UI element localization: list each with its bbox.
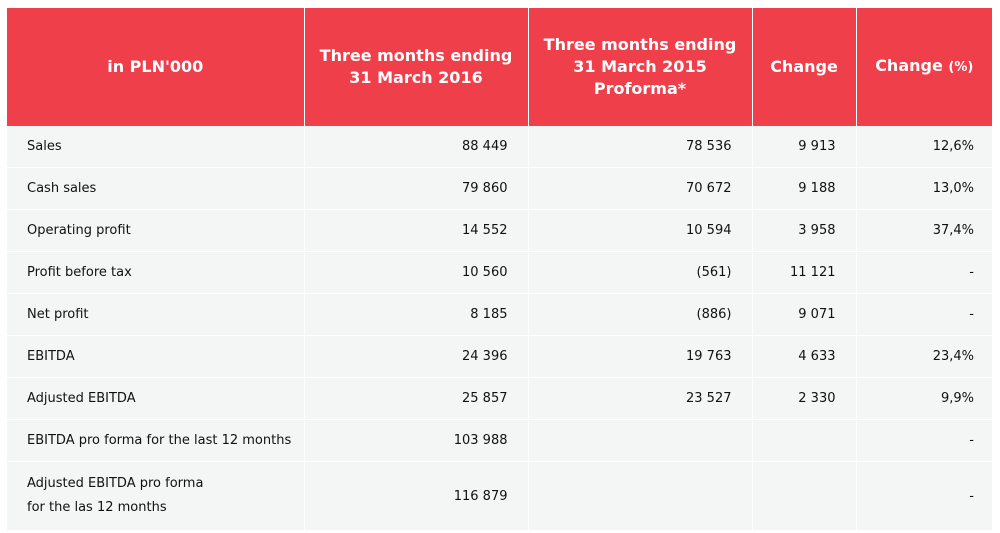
- cell-change: 9 071: [751, 293, 857, 336]
- cell-change-percent: 13,0%: [855, 167, 992, 210]
- cell-q1-2015: [527, 419, 753, 462]
- table-header-row: in PLN'000 Three months ending 31 March …: [7, 8, 992, 126]
- cell-change: 3 958: [751, 209, 857, 252]
- cell-q1-2015: 23 527: [527, 377, 753, 420]
- cell-q1-2015: [527, 461, 753, 531]
- cell-change: 11 121: [751, 251, 857, 294]
- cell-q1-2016: 14 552: [303, 209, 529, 252]
- table-row: Adjusted EBITDA 25 857 23 527 2 330 9,9%: [7, 377, 992, 420]
- cell-q1-2015: 70 672: [527, 167, 753, 210]
- header-unit: in PLN'000: [7, 8, 305, 126]
- cell-q1-2015: 10 594: [527, 209, 753, 252]
- cell-q1-2016: 88 449: [303, 126, 529, 168]
- cell-q1-2016: 79 860: [303, 167, 529, 210]
- row-label: Adjusted EBITDA: [7, 377, 305, 420]
- financial-results-table: in PLN'000 Three months ending 31 March …: [7, 8, 992, 531]
- cell-change-percent: -: [855, 293, 992, 336]
- cell-q1-2016: 10 560: [303, 251, 529, 294]
- cell-change-percent: 23,4%: [855, 335, 992, 378]
- cell-change: [751, 461, 857, 531]
- cell-q1-2016: 25 857: [303, 377, 529, 420]
- cell-change-percent: 9,9%: [855, 377, 992, 420]
- header-q1-2016: Three months ending 31 March 2016: [303, 8, 529, 126]
- cell-change-percent: -: [855, 461, 992, 531]
- cell-q1-2016: 103 988: [303, 419, 529, 462]
- cell-change-percent: -: [855, 251, 992, 294]
- table-row: Net profit 8 185 (886) 9 071 -: [7, 293, 992, 336]
- cell-change: [751, 419, 857, 462]
- cell-change: 2 330: [751, 377, 857, 420]
- financial-table-container: in PLN'000 Three months ending 31 March …: [7, 8, 992, 531]
- row-label: Sales: [7, 126, 305, 168]
- table-row: EBITDA pro forma for the last 12 months …: [7, 419, 992, 462]
- row-label: Cash sales: [7, 167, 305, 210]
- cell-change: 4 633: [751, 335, 857, 378]
- cell-q1-2015: (886): [527, 293, 753, 336]
- table-row: Operating profit 14 552 10 594 3 958 37,…: [7, 209, 992, 252]
- cell-change: 9 188: [751, 167, 857, 210]
- row-label: Operating profit: [7, 209, 305, 252]
- row-label: Profit before tax: [7, 251, 305, 294]
- cell-q1-2016: 24 396: [303, 335, 529, 378]
- table-row: Adjusted EBITDA pro forma for the las 12…: [7, 461, 992, 531]
- cell-change-percent: -: [855, 419, 992, 462]
- cell-q1-2015: 78 536: [527, 126, 753, 168]
- cell-change-percent: 37,4%: [855, 209, 992, 252]
- header-change-percent: Change (%): [855, 8, 992, 126]
- header-q1-2015-proforma: Three months ending 31 March 2015 Profor…: [527, 8, 753, 126]
- table-row: Cash sales 79 860 70 672 9 188 13,0%: [7, 167, 992, 210]
- cell-change: 9 913: [751, 126, 857, 168]
- cell-q1-2016: 116 879: [303, 461, 529, 531]
- cell-q1-2016: 8 185: [303, 293, 529, 336]
- cell-q1-2015: (561): [527, 251, 753, 294]
- header-change: Change: [751, 8, 857, 126]
- row-label: EBITDA pro forma for the last 12 months: [7, 419, 305, 462]
- row-label: Adjusted EBITDA pro forma for the las 12…: [7, 461, 305, 531]
- cell-change-percent: 12,6%: [855, 126, 992, 168]
- cell-q1-2015: 19 763: [527, 335, 753, 378]
- table-row: EBITDA 24 396 19 763 4 633 23,4%: [7, 335, 992, 378]
- table-row: Profit before tax 10 560 (561) 11 121 -: [7, 251, 992, 294]
- row-label: EBITDA: [7, 335, 305, 378]
- table-row: Sales 88 449 78 536 9 913 12,6%: [7, 126, 992, 168]
- row-label: Net profit: [7, 293, 305, 336]
